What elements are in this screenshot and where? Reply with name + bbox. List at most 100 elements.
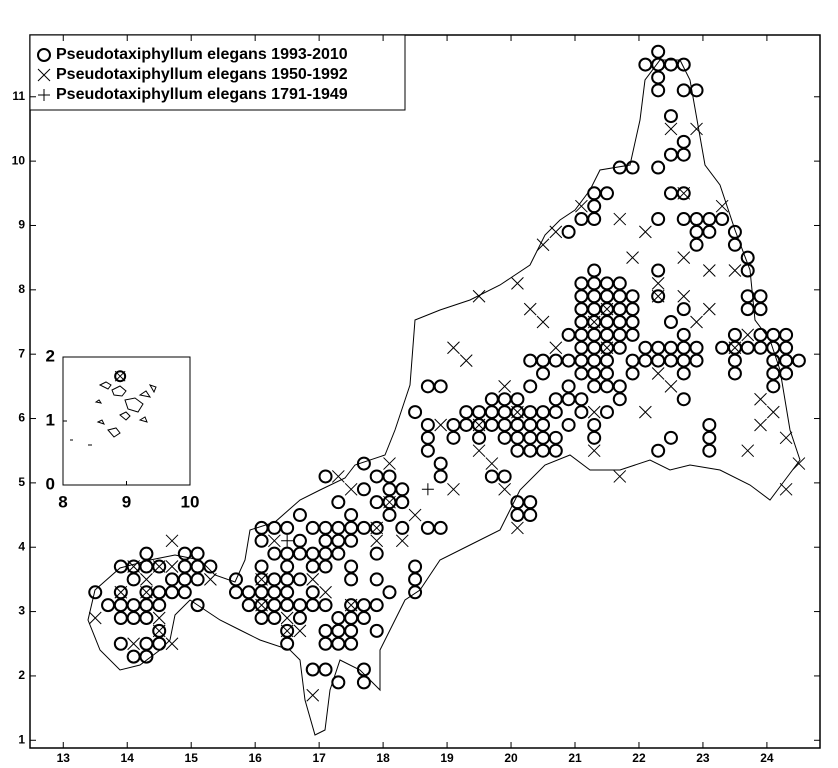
marker-circle	[139, 559, 154, 574]
marker-circle	[612, 327, 627, 342]
marker-cross	[447, 482, 460, 496]
marker-circle	[510, 508, 525, 523]
marker-circle	[702, 212, 717, 227]
marker-circle	[651, 212, 666, 227]
marker-circle	[241, 598, 256, 613]
marker-circle	[574, 315, 589, 330]
marker-circle	[369, 572, 384, 587]
marker-circle	[190, 572, 205, 587]
marker-circle	[331, 495, 346, 510]
marker-circle	[126, 572, 141, 587]
marker-circle	[344, 623, 359, 638]
marker-circle	[766, 366, 781, 381]
marker-cross	[549, 341, 563, 355]
marker-circle	[484, 392, 499, 407]
marker-circle	[561, 353, 576, 368]
marker-cross	[741, 328, 755, 342]
marker-circle	[254, 533, 269, 548]
marker-circle	[331, 520, 346, 535]
marker-circle	[676, 57, 691, 72]
marker-cross	[728, 264, 742, 277]
county-outline	[87, 59, 801, 736]
marker-circle	[356, 675, 371, 690]
marker-circle	[420, 443, 435, 458]
marker-circle	[344, 520, 359, 535]
marker-circle	[740, 250, 755, 265]
marker-circle	[254, 559, 269, 574]
marker-circle	[433, 456, 448, 471]
inset-x-tick-label: 9	[122, 492, 131, 511]
marker-cross	[306, 688, 320, 702]
x-tick-label: 18	[376, 751, 390, 765]
marker-circle	[663, 340, 678, 355]
marker-circle	[779, 366, 794, 381]
marker-circle	[459, 417, 474, 432]
marker-circle	[331, 546, 346, 561]
inset-frame	[62, 356, 191, 486]
marker-circle	[331, 533, 346, 548]
marker-circle	[574, 289, 589, 304]
marker-cross	[114, 370, 126, 382]
marker-circle	[676, 340, 691, 355]
marker-circle	[753, 340, 768, 355]
marker-circle	[689, 83, 704, 98]
marker-circle	[139, 649, 154, 664]
marker-circle	[114, 370, 127, 383]
marker-circle	[612, 392, 627, 407]
marker-circle	[715, 212, 730, 227]
marker-cross	[600, 341, 614, 355]
marker-circle	[536, 353, 551, 368]
marker-circle	[177, 546, 192, 561]
marker-circle	[587, 379, 602, 394]
marker-circle	[587, 212, 602, 227]
marker-circle	[510, 495, 525, 510]
marker-cross	[255, 598, 268, 612]
marker-plus	[421, 483, 434, 496]
marker-circle	[663, 315, 678, 330]
marker-cross	[485, 457, 499, 470]
marker-circle	[676, 212, 691, 227]
marker-circle	[113, 636, 128, 651]
marker-cross	[344, 598, 358, 612]
marker-circle	[165, 572, 180, 587]
marker-cross	[587, 444, 601, 458]
marker-circle	[408, 405, 423, 420]
marker-cross	[370, 534, 384, 548]
marker-circle	[779, 353, 794, 368]
marker-plus	[281, 534, 294, 547]
marker-circle	[446, 417, 461, 432]
marker-circle	[599, 186, 614, 201]
y-tick-label: 9	[18, 218, 25, 232]
marker-cross	[280, 624, 294, 638]
marker-circle	[177, 585, 192, 600]
marker-circle	[318, 520, 333, 535]
marker-circle	[574, 340, 589, 355]
marker-circle	[689, 224, 704, 239]
marker-circle	[420, 379, 435, 394]
marker-circle	[740, 289, 755, 304]
marker-circle	[651, 83, 666, 98]
marker-circle	[369, 495, 384, 510]
x-tick-label: 24	[760, 751, 774, 765]
y-tick-label: 5	[18, 475, 25, 489]
marker-circle	[408, 559, 423, 574]
marker-circle	[344, 559, 359, 574]
marker-circle	[408, 572, 423, 587]
marker-circle	[523, 430, 538, 445]
marker-circle	[331, 611, 346, 626]
marker-circle	[676, 83, 691, 98]
marker-circle	[433, 520, 448, 535]
marker-cross	[575, 199, 588, 213]
marker-cross	[651, 289, 665, 303]
marker-cross	[165, 534, 179, 548]
marker-circle	[599, 315, 614, 330]
marker-circle	[152, 559, 167, 574]
marker-circle	[625, 315, 640, 330]
marker-cross	[140, 573, 153, 586]
marker-circle	[497, 405, 512, 420]
marker-circle	[779, 327, 794, 342]
marker-circle	[356, 598, 371, 613]
marker-cross	[613, 470, 627, 483]
marker-circle	[113, 598, 128, 613]
marker-circle	[126, 598, 141, 613]
